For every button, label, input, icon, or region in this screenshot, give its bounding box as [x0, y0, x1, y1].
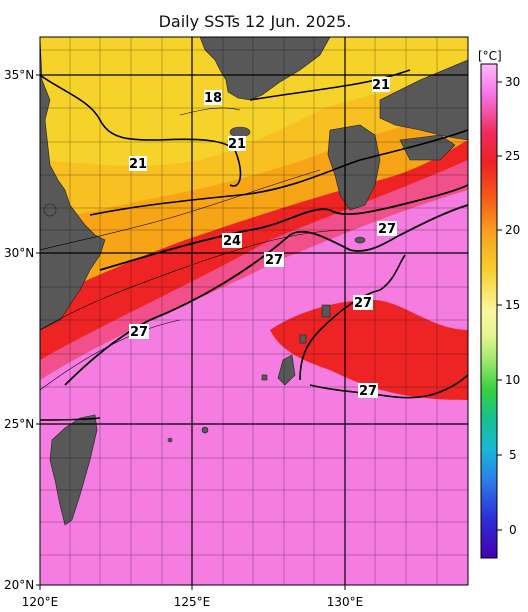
lat-label-30n: 30°N: [4, 246, 34, 260]
isotherm-labels: 21 18 21 21 24 27 27 27 27 27: [129, 77, 397, 399]
axis-ticks: [36, 74, 346, 590]
map-frame: [39, 36, 469, 586]
taiwan-island: [49, 414, 98, 526]
isotherm-27-east: [299, 254, 406, 381]
isotherm-24: [99, 184, 468, 271]
lon-label-120e: 120°E: [22, 595, 59, 609]
isotherm-label-24: 24: [223, 234, 241, 249]
amami-island: [321, 304, 331, 318]
colorbar-tick-15: 15: [505, 298, 520, 312]
lat-label-35n: 35°N: [4, 68, 34, 82]
isotherm-label-21-ne: 21: [372, 78, 390, 93]
sst-yellow-region: [40, 37, 468, 166]
colorbar-tick-30: 30: [505, 75, 520, 89]
lon-label-125e: 125°E: [174, 595, 211, 609]
isotherm-27-south: [309, 374, 468, 399]
korea-landmass: [199, 37, 331, 101]
isotherm-label-18: 18: [204, 91, 222, 106]
shikoku-island: [399, 134, 456, 161]
isotherm-label-27-center: 27: [265, 253, 283, 268]
isotherm-21-west: [40, 74, 242, 187]
lat-label-20n: 20°N: [4, 578, 34, 592]
isotherm-label-27-south: 27: [359, 384, 377, 399]
isotherm-label-27-kyushu: 27: [378, 222, 396, 237]
colorbar-tick-5: 5: [509, 448, 517, 462]
colorbar-tick-20: 20: [505, 223, 520, 237]
major-graticule: [40, 37, 468, 585]
map-field: [40, 37, 468, 585]
isotherm-label-21-strait: 21: [228, 137, 246, 152]
colorbar-tick-0: 0: [509, 523, 517, 537]
colorbar-tick-25: 25: [505, 149, 520, 163]
okinawa-island: [277, 354, 296, 386]
colorbar-unit: [°C]: [478, 49, 502, 63]
shanghai-land: [43, 203, 57, 217]
map-title: Daily SSTs 12 Jun. 2025.: [158, 12, 352, 31]
colorbar: [°C] 30 25 20 15 10 5 0: [478, 49, 520, 559]
lat-label-25n: 25°N: [4, 417, 34, 431]
kyushu-island: [327, 124, 381, 211]
lon-label-130e: 130°E: [327, 595, 364, 609]
isotherm-21-south: [89, 129, 468, 216]
sakishima-island: [201, 426, 209, 434]
colorbar-scale: [480, 63, 498, 559]
isotherm-label-21-west: 21: [129, 157, 147, 172]
isotherm-label-27-east: 27: [354, 296, 372, 311]
colorbar-tick-10: 10: [505, 373, 520, 387]
jeju-island: [229, 126, 251, 138]
isotherm-label-27-west: 27: [130, 325, 148, 340]
